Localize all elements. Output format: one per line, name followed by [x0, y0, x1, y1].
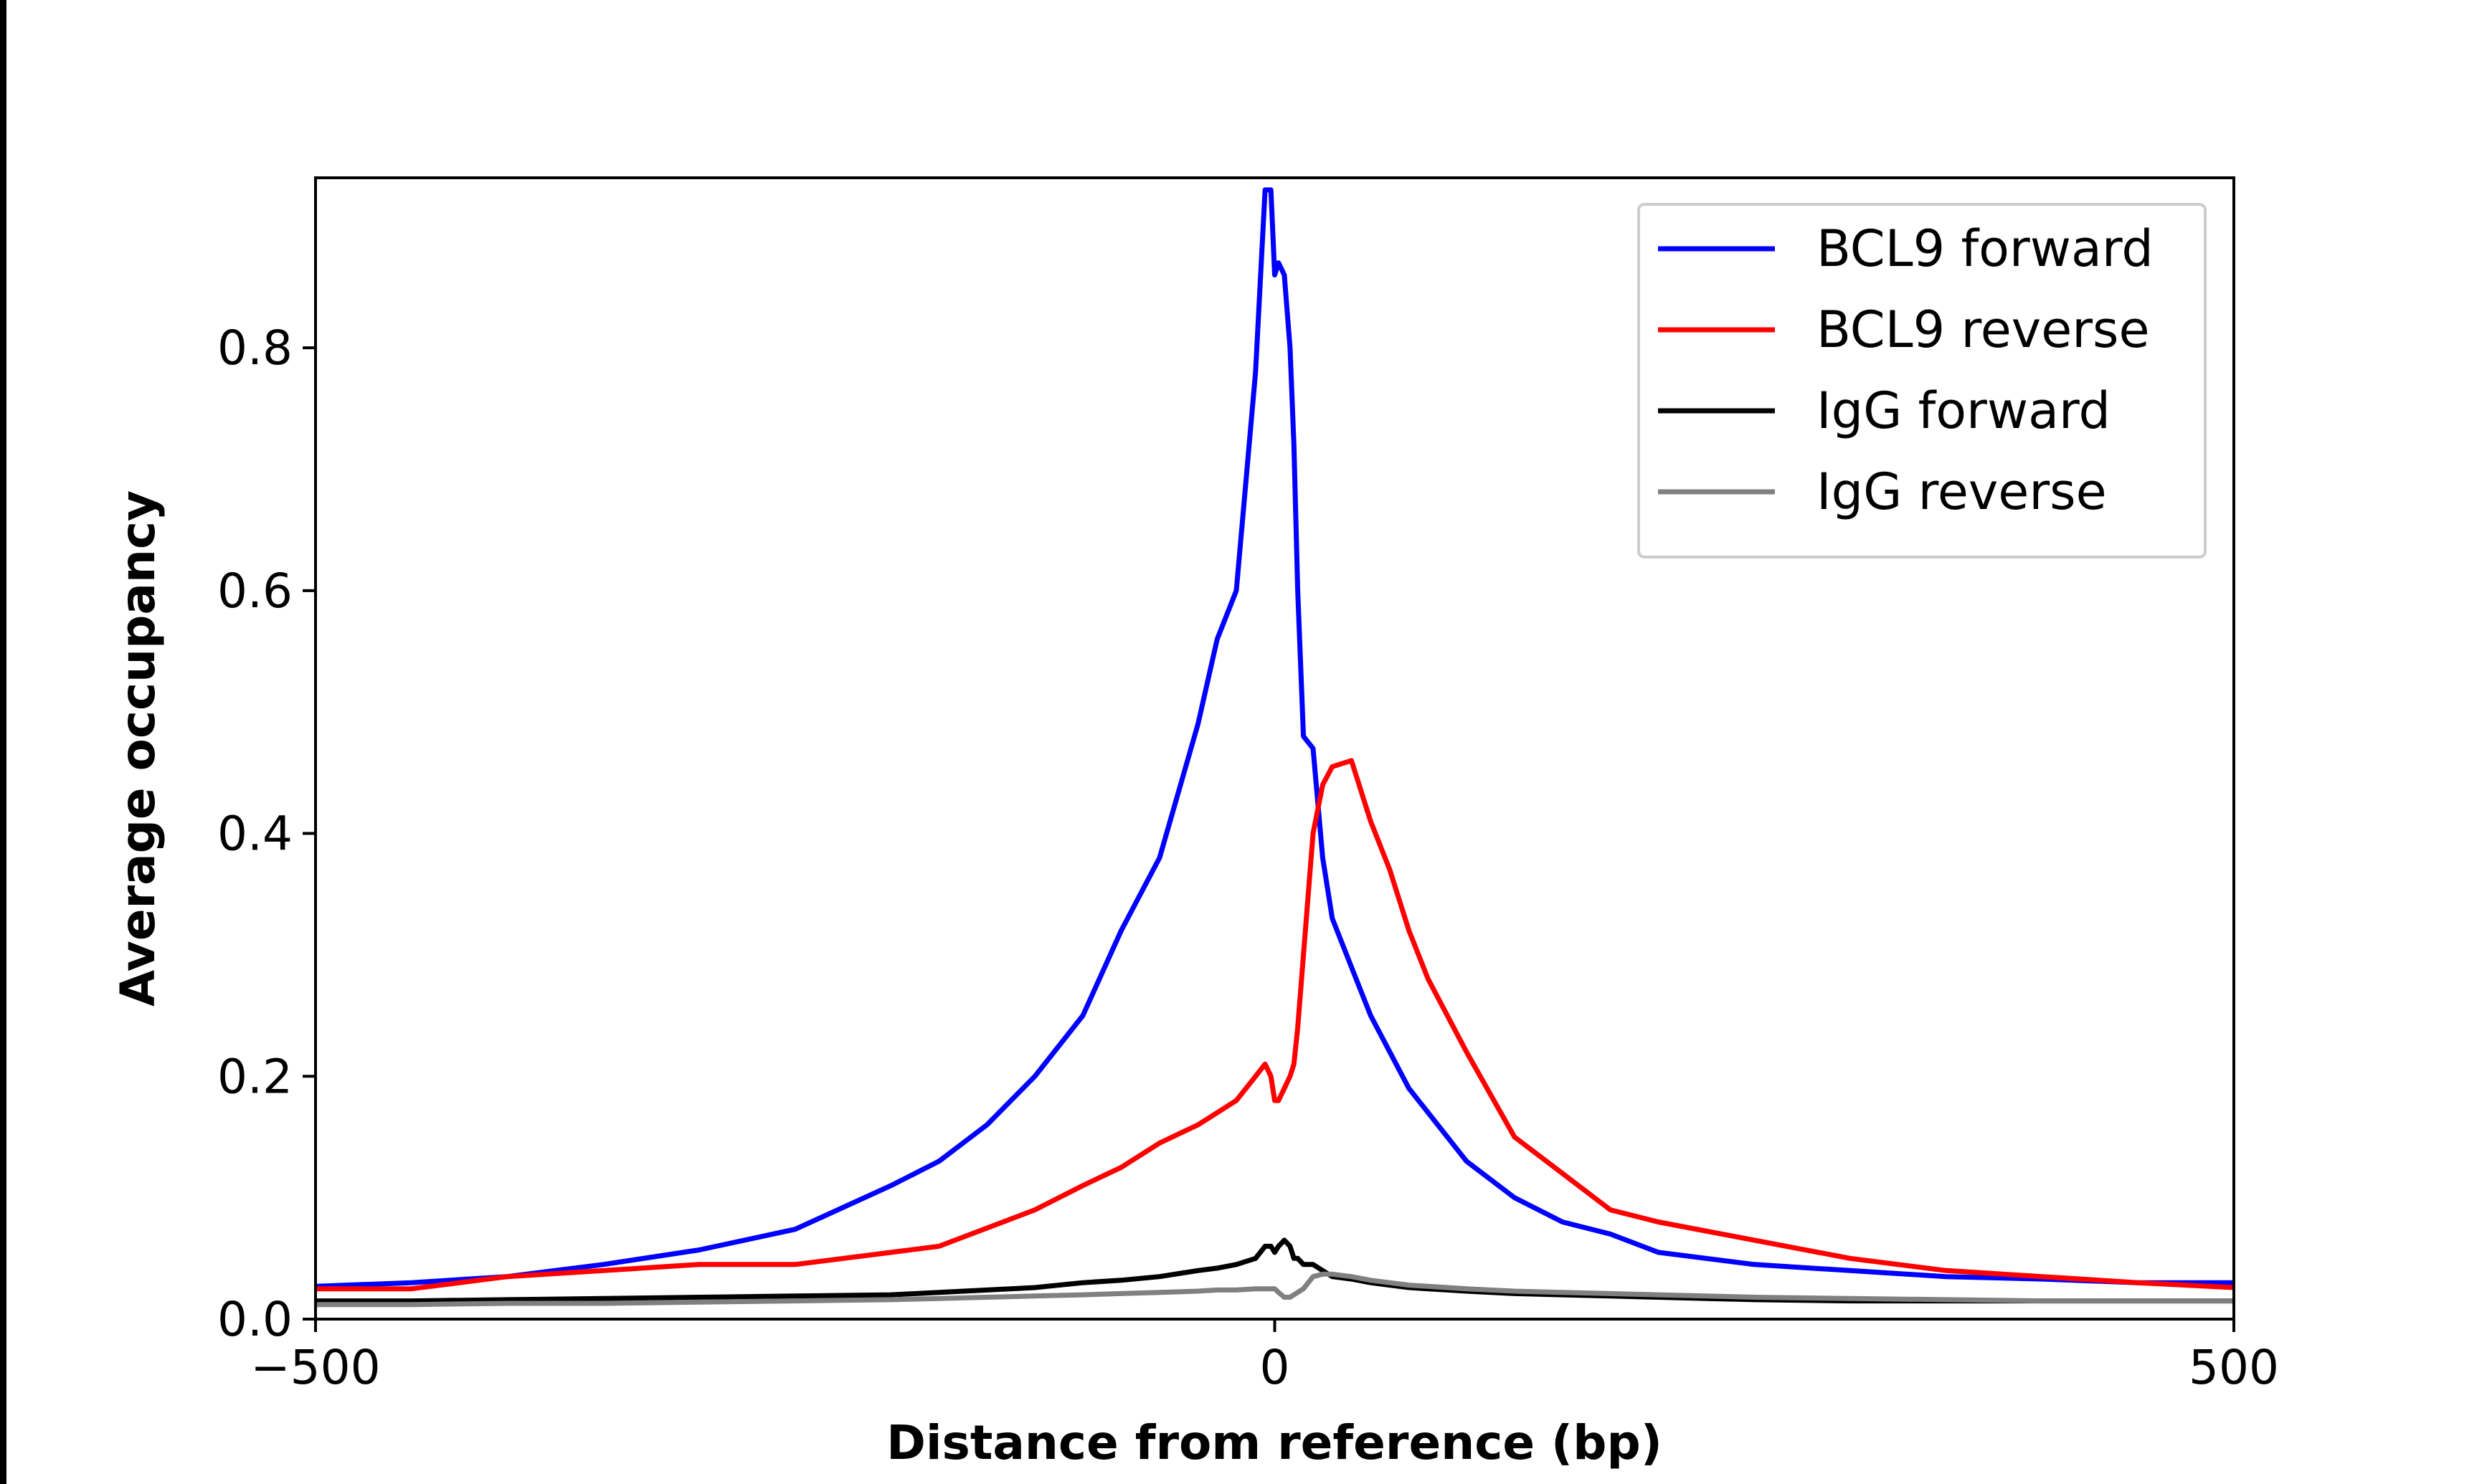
x-tick-label: −500 [250, 1340, 380, 1395]
legend-label: IgG reverse [1816, 462, 2107, 521]
y-tick-label: 0.8 [217, 320, 293, 376]
data-line [316, 758, 2234, 1292]
x-axis-label: Distance from reference (bp) [886, 1415, 1662, 1470]
y-axis-label: Average occupancy [110, 490, 166, 1007]
left-edge [0, 0, 6, 1484]
plot-lines [316, 187, 2234, 1308]
legend-label: BCL9 forward [1816, 219, 2154, 278]
legend-label: IgG forward [1816, 381, 2111, 440]
y-tick-label: 0.0 [217, 1292, 293, 1347]
legend-box [1637, 203, 2207, 558]
x-tick-label: 0 [1260, 1340, 1290, 1395]
data-line [316, 1271, 2234, 1308]
y-tick-label: 0.6 [217, 563, 293, 619]
x-tick-label: 500 [2189, 1340, 2279, 1395]
data-line [316, 187, 2234, 1289]
legend-label: BCL9 reverse [1816, 300, 2150, 359]
y-tick-label: 0.2 [217, 1049, 293, 1104]
y-tick-label: 0.4 [217, 807, 293, 862]
